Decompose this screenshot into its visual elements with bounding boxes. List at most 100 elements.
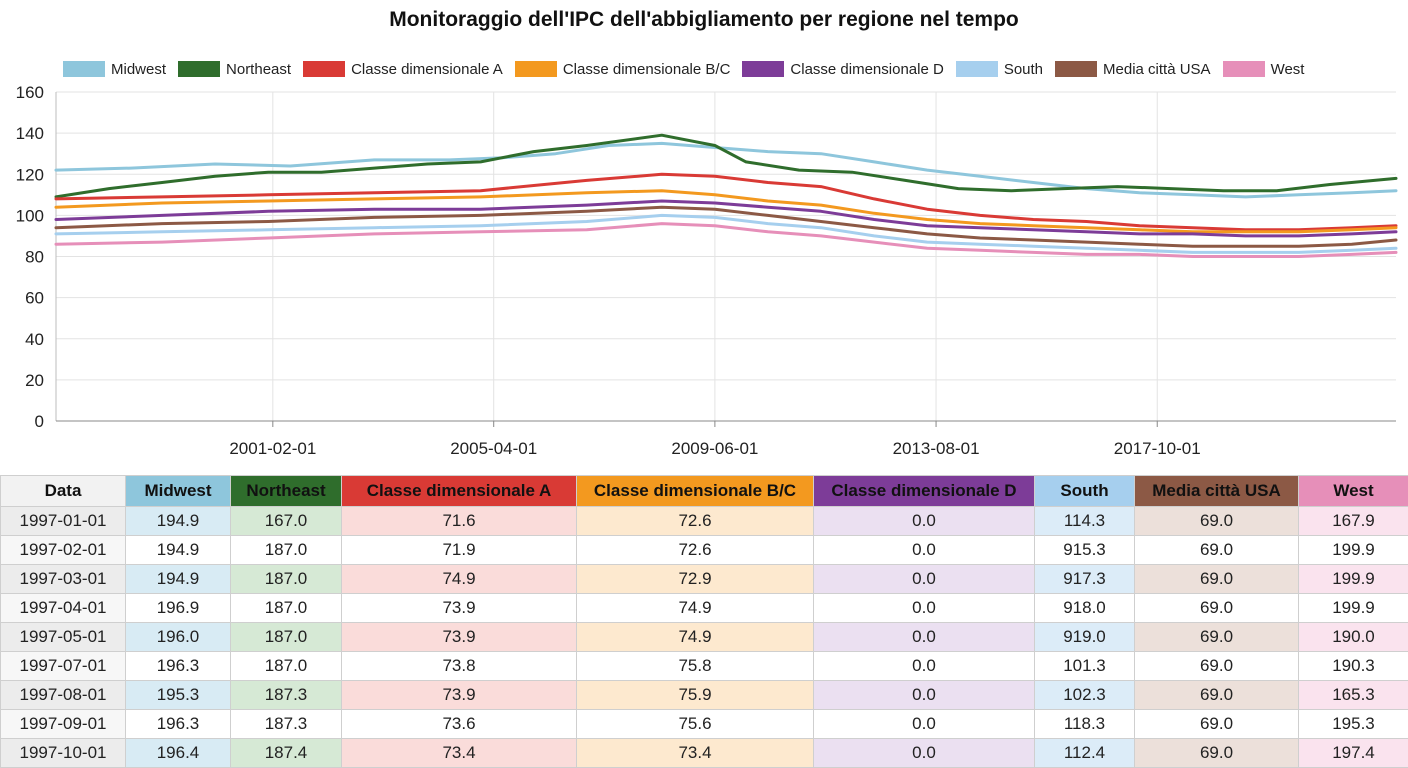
table-cell-classe-dimensionale-d: 0.0 — [813, 593, 1035, 623]
series-line-northeast — [54, 133, 1398, 199]
table-cell-northeast: 187.4 — [230, 738, 342, 768]
table-cell-classe-dimensionale-b-c: 75.6 — [576, 709, 814, 739]
legend-label: Midwest — [111, 60, 167, 78]
table-cell-west: 199.9 — [1298, 564, 1408, 594]
legend-swatch — [514, 61, 557, 77]
column-header-south[interactable]: South — [1034, 475, 1135, 507]
table-cell-classe-dimensionale-b-c: 72.6 — [576, 535, 814, 565]
column-header-classe-dimensionale-a[interactable]: Classe dimensionale A — [341, 475, 577, 507]
table-cell-media-citta-usa: 69.0 — [1134, 738, 1299, 768]
table-cell-west: 199.9 — [1298, 593, 1408, 623]
table-row: 1997-05-01 196.0 187.0 73.9 74.9 0.0 919.0 69.0… — [0, 622, 1408, 652]
table-cell-south: 118.3 — [1034, 709, 1135, 739]
y-tick-label: 40 — [25, 330, 44, 349]
table-cell-west: 199.9 — [1298, 535, 1408, 565]
table-cell-classe-dimensionale-d: 0.0 — [813, 738, 1035, 768]
legend-label: Northeast — [226, 60, 292, 78]
table-cell-northeast: 187.3 — [230, 709, 342, 739]
table-row: 1997-09-01 196.3 187.3 73.6 75.6 0.0 118.3 69.0… — [0, 709, 1408, 739]
chart-title: Monitoraggio dell'IPC dell'abbigliamento… — [389, 8, 1019, 31]
table-cell-date: 1997-07-01 — [0, 651, 126, 681]
table-cell-classe-dimensionale-d: 0.0 — [813, 506, 1035, 536]
legend-label: Classe dimensionale B/C — [562, 60, 731, 78]
legend-item-classe-dimensionale-d: Classe dimensionale D — [742, 60, 944, 78]
series-line-classe-dimensionale-d — [54, 199, 1398, 238]
table-cell-classe-dimensionale-b-c: 74.9 — [576, 593, 814, 623]
table-cell-media-citta-usa: 69.0 — [1134, 593, 1299, 623]
table-cell-south: 917.3 — [1034, 564, 1135, 594]
table-cell-date: 1997-10-01 — [0, 738, 126, 768]
y-tick-label: 120 — [16, 165, 44, 184]
legend-label: Classe dimensionale D — [790, 60, 944, 78]
y-tick-label: 20 — [25, 371, 44, 390]
table-row: 1997-03-01 194.9 187.0 74.9 72.9 0.0 917.3 69.0… — [0, 564, 1408, 594]
table-cell-media-citta-usa: 69.0 — [1134, 709, 1299, 739]
legend-swatch — [63, 61, 105, 77]
x-tick-label: 2017-10-01 — [1114, 439, 1201, 458]
legend-item-classe-dimensionale-a: Classe dimensionale A — [303, 61, 503, 78]
legend-item-south: South — [955, 61, 1043, 78]
table-cell-midwest: 196.3 — [125, 651, 231, 681]
column-header-data[interactable]: Data — [0, 475, 126, 507]
table-row: 1997-02-01 194.9 187.0 71.9 72.6 0.0 915.3 69.0… — [0, 535, 1408, 565]
x-tick-label: 2013-08-01 — [893, 439, 980, 458]
table-cell-classe-dimensionale-b-c: 74.9 — [576, 622, 814, 652]
table-cell-date: 1997-03-01 — [0, 564, 126, 594]
table-cell-midwest: 196.3 — [125, 709, 231, 739]
table-cell-northeast: 187.0 — [230, 564, 342, 594]
legend-label: West — [1270, 60, 1305, 78]
table-cell-classe-dimensionale-a: 73.9 — [341, 680, 577, 710]
table-cell-northeast: 187.0 — [230, 535, 342, 565]
table-row: 1997-07-01 196.3 187.0 73.8 75.8 0.0 101.3 69.0… — [0, 651, 1408, 681]
table-row: 1997-01-01 194.9 167.0 71.6 72.6 0.0 114.3 69.0… — [0, 506, 1408, 536]
column-header-west[interactable]: West — [1298, 475, 1408, 507]
table-cell-classe-dimensionale-a: 73.9 — [341, 593, 577, 623]
table-cell-midwest: 194.9 — [125, 506, 231, 536]
table-cell-west: 165.3 — [1298, 680, 1408, 710]
table-cell-south: 112.4 — [1034, 738, 1135, 768]
table-cell-midwest: 196.9 — [125, 593, 231, 623]
legend-item-classe-dimensionale-b-c: Classe dimensionale B/C — [514, 60, 731, 78]
series-line-west — [54, 222, 1398, 258]
x-tick-label: 2005-04-01 — [450, 439, 537, 458]
table-cell-classe-dimensionale-d: 0.0 — [813, 709, 1035, 739]
table-cell-classe-dimensionale-b-c: 75.8 — [576, 651, 814, 681]
data-table-container: Data Midwest Northeast Classe dimensionale … — [0, 475, 1408, 768]
table-cell-west: 190.0 — [1298, 622, 1408, 652]
table-cell-south: 102.3 — [1034, 680, 1135, 710]
x-tick-label: 2009-06-01 — [671, 439, 758, 458]
table-cell-classe-dimensionale-b-c: 73.4 — [576, 738, 814, 768]
table-cell-midwest: 196.0 — [125, 622, 231, 652]
table-cell-media-citta-usa: 69.0 — [1134, 535, 1299, 565]
chart-legend: Midwest Northeast Classe dimensionale A Cla… — [63, 58, 1316, 80]
column-header-midwest[interactable]: Midwest — [125, 475, 231, 507]
table-cell-date: 1997-02-01 — [0, 535, 126, 565]
data-table: Data Midwest Northeast Classe dimensionale … — [0, 475, 1408, 768]
table-cell-date: 1997-05-01 — [0, 622, 126, 652]
legend-item-west: West — [1222, 60, 1305, 78]
line-chart: 0 20 40 60 80 100 120 140 160 2001-02-01 2005-04-0… — [16, 83, 1398, 458]
legend-swatch — [1222, 61, 1265, 77]
table-cell-northeast: 167.0 — [230, 506, 342, 536]
y-tick-label: 80 — [25, 248, 44, 267]
table-row: 1997-04-01 196.9 187.0 73.9 74.9 0.0 918.0 69.0… — [0, 593, 1408, 623]
table-cell-classe-dimensionale-a: 73.9 — [341, 622, 577, 652]
x-tick-label: 2001-02-01 — [229, 439, 316, 458]
table-cell-classe-dimensionale-b-c: 72.6 — [576, 506, 814, 536]
legend-swatch — [955, 61, 998, 77]
column-header-media-citta-usa[interactable]: Media città USA — [1134, 475, 1299, 507]
table-cell-classe-dimensionale-a: 73.6 — [341, 709, 577, 739]
table-cell-classe-dimensionale-d: 0.0 — [813, 680, 1035, 710]
series-line-south — [54, 213, 1398, 254]
legend-swatch — [303, 61, 346, 77]
column-header-classe-dimensionale-d[interactable]: Classe dimensionale D — [813, 475, 1035, 507]
column-header-classe-dimensionale-b-c[interactable]: Classe dimensionale B/C — [576, 475, 814, 507]
y-tick-label: 60 — [25, 289, 44, 308]
table-cell-south: 114.3 — [1034, 506, 1135, 536]
table-cell-south: 915.3 — [1034, 535, 1135, 565]
y-tick-label: 160 — [16, 83, 44, 102]
column-header-northeast[interactable]: Northeast — [230, 475, 342, 507]
legend-item-northeast: Northeast — [178, 61, 291, 78]
table-cell-media-citta-usa: 69.0 — [1134, 564, 1299, 594]
y-tick-label: 0 — [35, 412, 44, 431]
